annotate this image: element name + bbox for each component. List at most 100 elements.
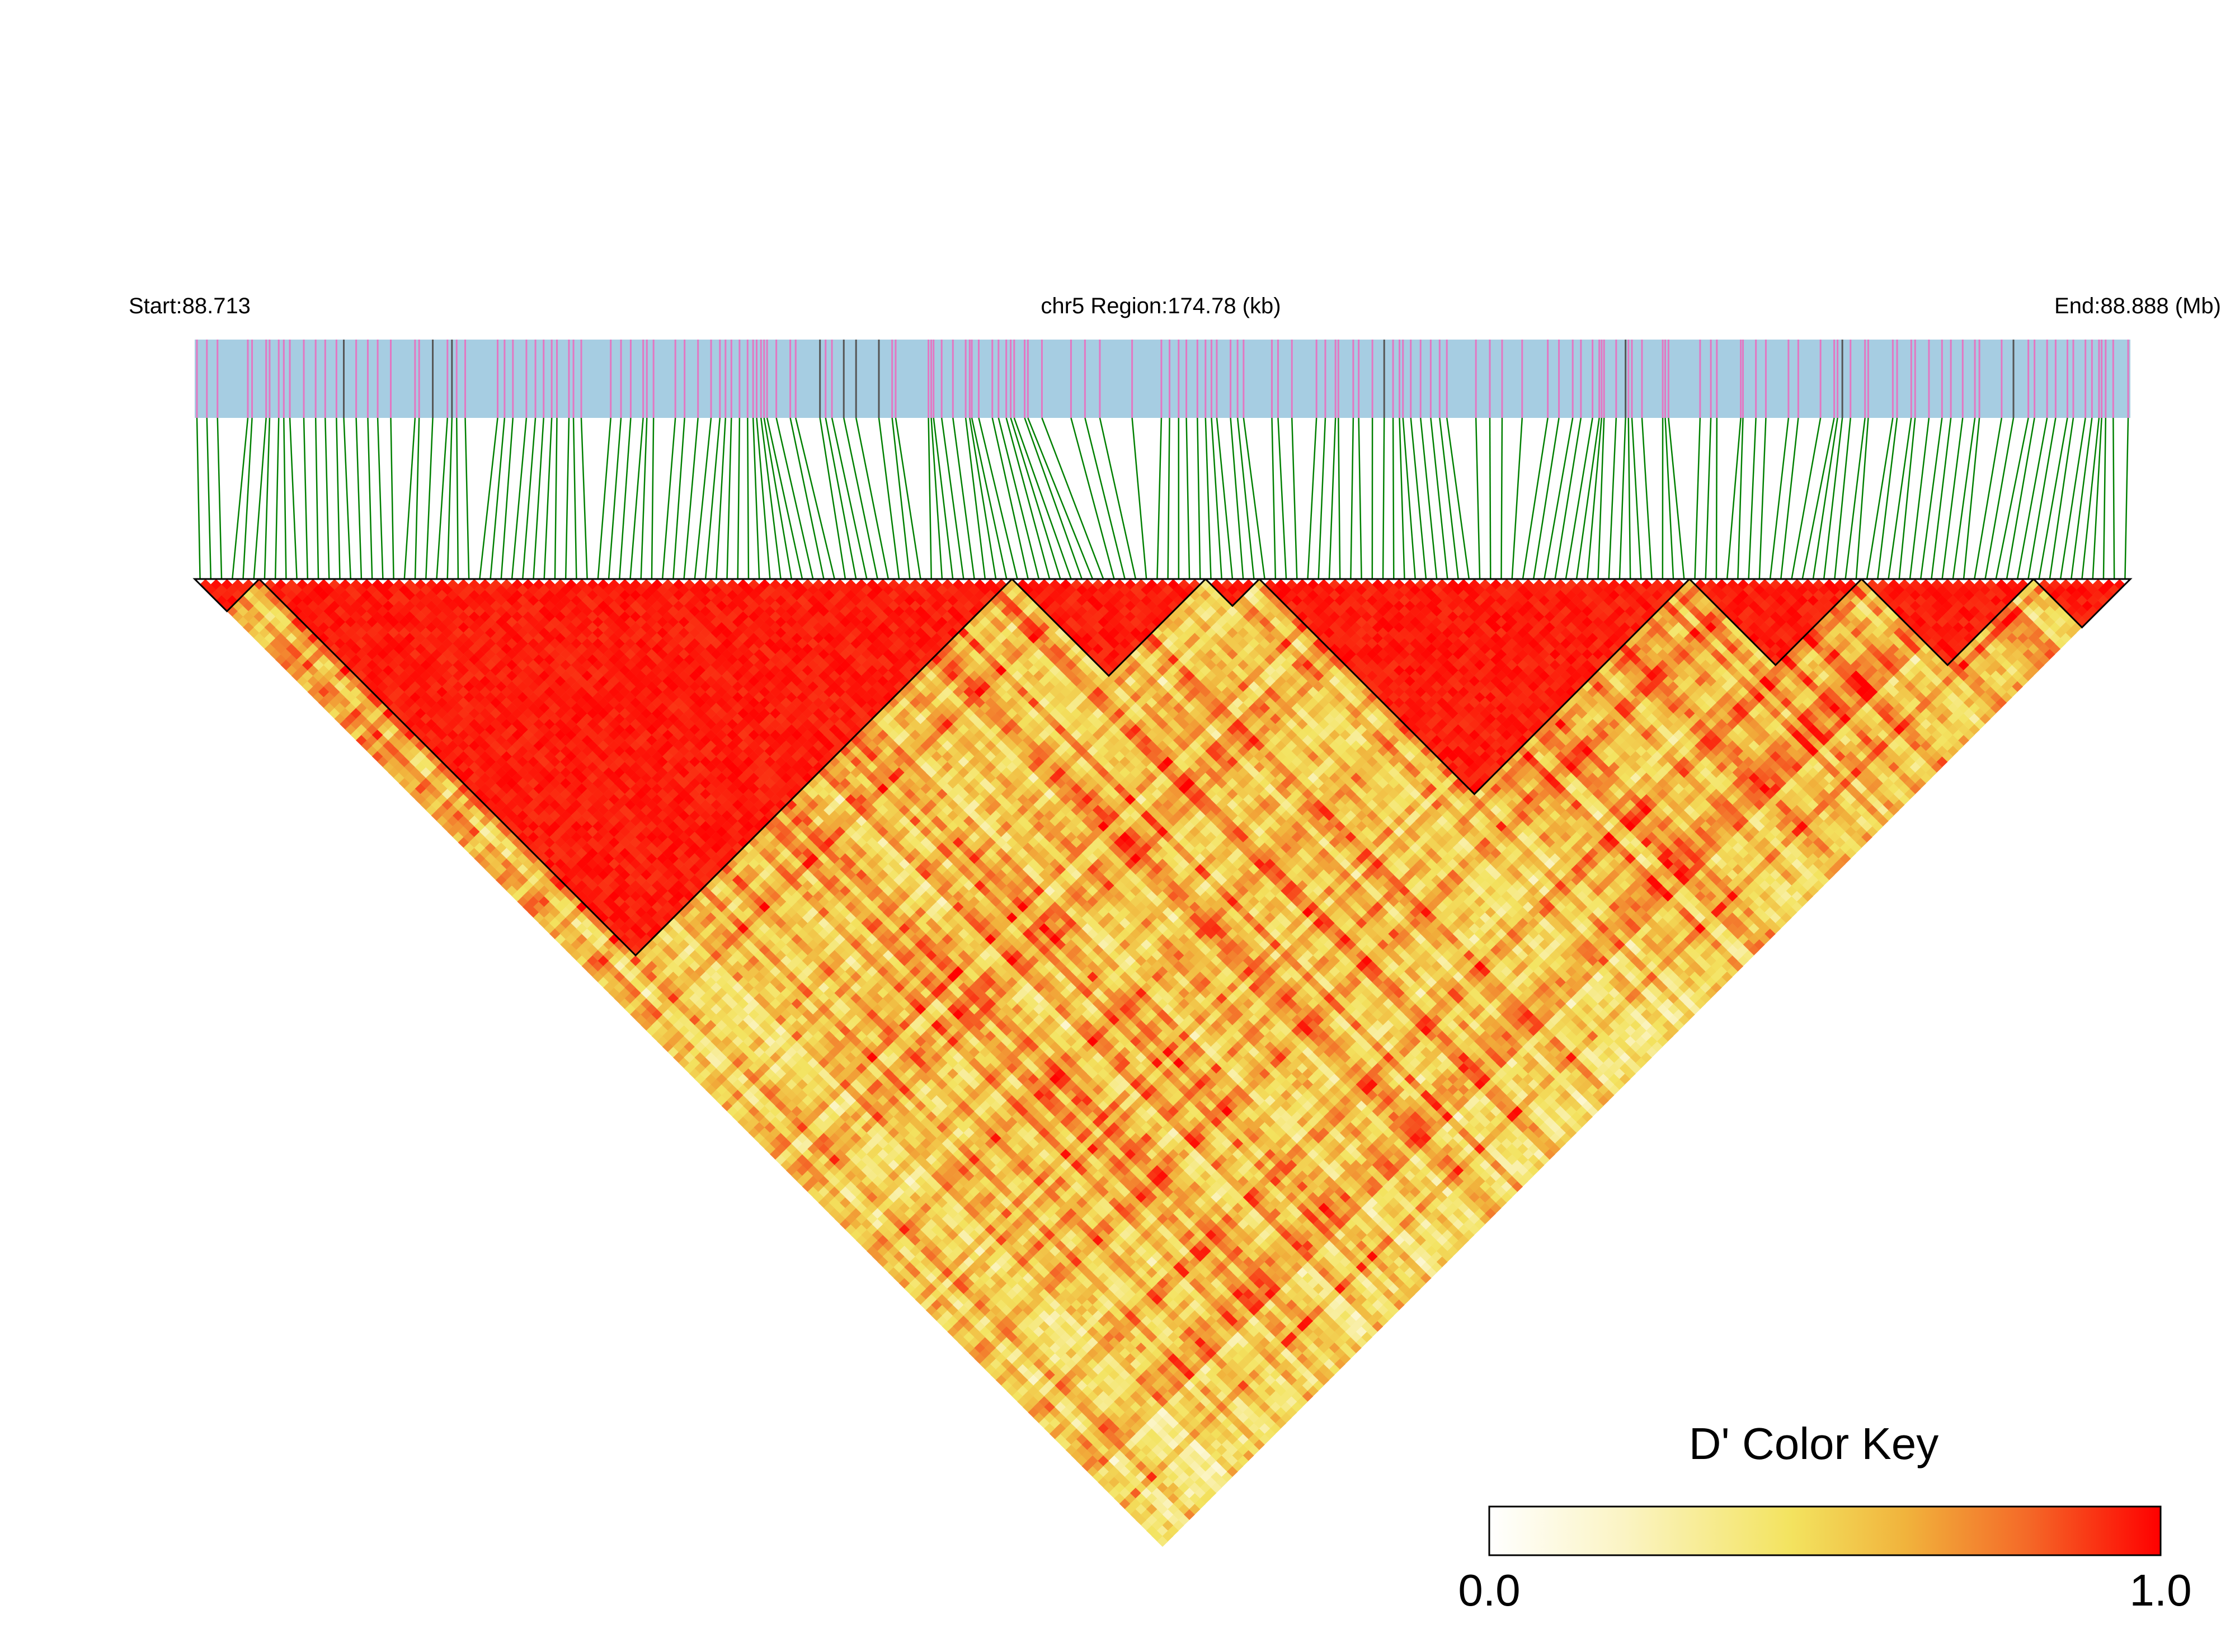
ld-cell: [845, 1192, 857, 1203]
ld-cell: [1028, 1396, 1039, 1408]
snp-connector-line: [629, 417, 644, 580]
snp-connector-line: [314, 417, 319, 580]
snp-connector-line: [1271, 417, 1277, 580]
snp-connector-line: [1399, 417, 1405, 580]
ld-cell: [861, 1240, 873, 1251]
snp-connector-line: [619, 417, 632, 580]
snp-connector-line: [1866, 417, 1894, 580]
ld-cell: [931, 1288, 943, 1300]
snp-position-markers: [196, 340, 2129, 418]
ld-cell: [1098, 1455, 1109, 1466]
ld-cell: [952, 1310, 964, 1321]
snp-connector-line: [1328, 417, 1337, 580]
snp-connector-line: [1010, 417, 1061, 580]
ld-cell: [968, 1348, 980, 1359]
ld-cell: [882, 1240, 894, 1251]
snp-connector-line: [336, 417, 341, 580]
snp-connector-line: [2059, 417, 2086, 580]
snp-connector-line: [891, 417, 911, 580]
snp-connector-line: [726, 417, 732, 580]
snp-connector-line: [1769, 417, 1790, 580]
ld-cell: [867, 1213, 878, 1225]
ld-cell: [1087, 1455, 1098, 1466]
snp-connector-line: [196, 417, 201, 580]
ld-cell: [1076, 1434, 1088, 1445]
snp-connector-line: [289, 417, 298, 580]
snp-connector-line: [1430, 417, 1448, 580]
snp-connector-line: [1941, 417, 1964, 580]
ld-cell: [818, 1165, 830, 1176]
ld-cell: [920, 1288, 932, 1300]
snp-connector-line: [1565, 417, 1593, 580]
snp-connector-line: [1318, 417, 1326, 580]
ld-cell: [1146, 1493, 1158, 1504]
ld-cell: [845, 1213, 857, 1225]
snp-connector-line: [1338, 417, 1341, 580]
ld-cell: [1124, 1493, 1136, 1504]
snp-connector-line: [1664, 417, 1674, 580]
snp-connector-line: [1845, 417, 1866, 580]
snp-connector-line: [640, 417, 648, 580]
ld-cell: [797, 1154, 808, 1165]
ld-cell: [1017, 1385, 1029, 1396]
snp-connector-line: [283, 417, 287, 580]
snp-connector-line: [1185, 417, 1191, 580]
snp-connector-line: [1216, 417, 1234, 580]
ld-cell: [1135, 1504, 1147, 1515]
snp-connector-line: [324, 417, 330, 580]
ld-cell: [1151, 1531, 1163, 1542]
snp-connector-line: [1544, 417, 1574, 580]
snp-connector-line: [367, 417, 373, 580]
snp-connector-line: [1641, 417, 1653, 580]
snp-connector-line: [978, 417, 1018, 580]
snp-connector-line: [264, 417, 271, 580]
snp-connector-line: [1726, 417, 1742, 580]
snp-connector-line: [446, 417, 453, 580]
snp-connector-line: [1919, 417, 1943, 580]
ld-cell: [979, 1348, 991, 1359]
snp-connector-line: [1197, 417, 1201, 580]
snp-connector-line: [608, 417, 622, 580]
ld-cell: [824, 1202, 835, 1214]
snp-connector-line: [1608, 417, 1617, 580]
ld-cell: [834, 1213, 846, 1225]
snp-connector-line: [456, 417, 459, 580]
snp-connector-line: [580, 417, 588, 580]
ld-cell: [1114, 1493, 1126, 1504]
snp-connector-line: [572, 417, 577, 580]
region-label: chr5 Region:174.78 (kb): [1041, 294, 1281, 318]
snp-connector-line: [716, 417, 727, 580]
snp-connector-line: [1587, 417, 1603, 580]
snp-connector-line: [825, 417, 857, 580]
snp-connector-line: [964, 417, 986, 580]
snp-connector-line: [464, 417, 470, 580]
ld-cell: [807, 1165, 819, 1176]
snp-connector-line: [1291, 417, 1298, 580]
ld-cell: [834, 1202, 846, 1214]
snp-connector-lines: [196, 417, 2129, 580]
ld-cell: [915, 1262, 926, 1273]
snp-connector-line: [747, 417, 750, 580]
snp-connector-line: [1554, 417, 1582, 580]
ld-cell: [785, 1165, 797, 1176]
snp-connector-line: [1877, 417, 1898, 580]
snp-connector-line: [933, 417, 954, 580]
snp-connector-line: [1041, 417, 1104, 580]
snp-connector-line: [242, 417, 253, 580]
snp-connector-line: [878, 417, 900, 580]
ld-cell: [855, 1202, 867, 1214]
ld-cell: [942, 1310, 953, 1321]
ld-cell: [1065, 1444, 1077, 1456]
snp-connector-line: [1952, 417, 1976, 580]
ld-cell: [882, 1262, 894, 1273]
snp-connector-line: [1084, 417, 1126, 580]
ld-cell: [1135, 1493, 1147, 1504]
snp-connector-line: [1823, 417, 1843, 580]
ld-cell: [1006, 1385, 1018, 1396]
snp-connector-line: [928, 417, 932, 580]
snp-connector-line: [543, 417, 553, 580]
snp-connector-line: [737, 417, 741, 580]
ld-cell: [931, 1310, 943, 1321]
snp-connector-line: [969, 417, 997, 580]
ld-cell: [855, 1213, 867, 1225]
